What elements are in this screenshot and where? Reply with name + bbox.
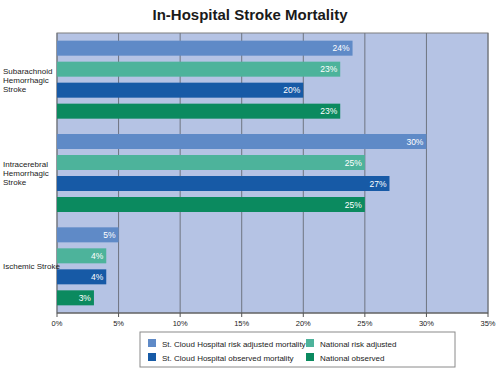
category-line: Hemorrhagic [3,76,49,85]
category-line: Hemorrhagic [3,169,49,178]
category-line: Intracerebral [3,160,48,169]
legend-label: St. Cloud Hospital risk adjusted mortali… [162,340,306,349]
bar [57,227,119,242]
tick-label: 25% [357,319,372,328]
tick-mark [488,313,489,317]
category-label: SubarachnoidHemorrhagicStroke [3,67,52,94]
data-label: 25% [345,200,362,210]
plot-area [57,33,488,313]
legend-box [140,332,455,367]
legend-swatch [148,339,156,347]
legend-swatch [306,339,314,347]
bar [57,197,365,212]
tick-mark [303,313,304,317]
tick-label: 5% [113,319,124,328]
legend-swatch [148,353,156,361]
legend-label: National observed [320,354,384,363]
category-label: Ischemic Stroke [3,262,60,271]
tick-mark [426,313,427,317]
bar [57,176,389,191]
title: In-Hospital Stroke Mortality [152,6,348,23]
x-axis [57,313,488,314]
tick-mark [241,313,242,317]
tick-label: 35% [480,319,495,328]
tick-mark [180,313,181,317]
data-label: 23% [320,106,337,116]
tick-label: 20% [296,319,311,328]
tick-label: 10% [173,319,188,328]
bar [57,269,106,284]
grid-line [426,33,427,313]
tick-label: 0% [52,319,63,328]
data-label: 5% [103,230,116,240]
legend-label: St. Cloud Hospital observed mortality [162,354,294,363]
data-label: 20% [283,85,300,95]
category-line: Stroke [3,85,27,94]
data-label: 27% [369,179,386,189]
grid-line [488,33,489,313]
grid-line [364,33,365,313]
chart: In-Hospital Stroke Mortality 0% 5% 10% 15% 20… [0,0,500,372]
legend-label: National risk adjusted [320,340,396,349]
tick-mark [57,313,58,317]
category-line: Subarachnoid [3,67,52,76]
tick-mark [364,313,365,317]
data-label: 24% [333,43,350,53]
category-label: IntracerebralHemorrhagicStroke [3,160,49,187]
tick-label: 30% [419,319,434,328]
bars [57,41,426,306]
bar [57,248,106,263]
bar [57,134,426,149]
legend: St. Cloud Hospital risk adjusted mortali… [140,332,455,367]
bar [57,155,365,170]
tick-label: 15% [234,319,249,328]
bar [57,41,353,56]
category-line: Stroke [3,178,27,187]
bar [57,104,340,119]
bar [57,83,303,98]
data-label: 3% [79,293,92,303]
data-label: 4% [91,272,104,282]
data-label: 23% [320,64,337,74]
data-label: 4% [91,251,104,261]
bar [57,62,340,77]
data-label: 30% [406,137,423,147]
data-label: 25% [345,158,362,168]
legend-swatch [306,353,314,361]
category-line: Ischemic Stroke [3,262,60,271]
tick-mark [118,313,119,317]
bar [57,290,94,305]
